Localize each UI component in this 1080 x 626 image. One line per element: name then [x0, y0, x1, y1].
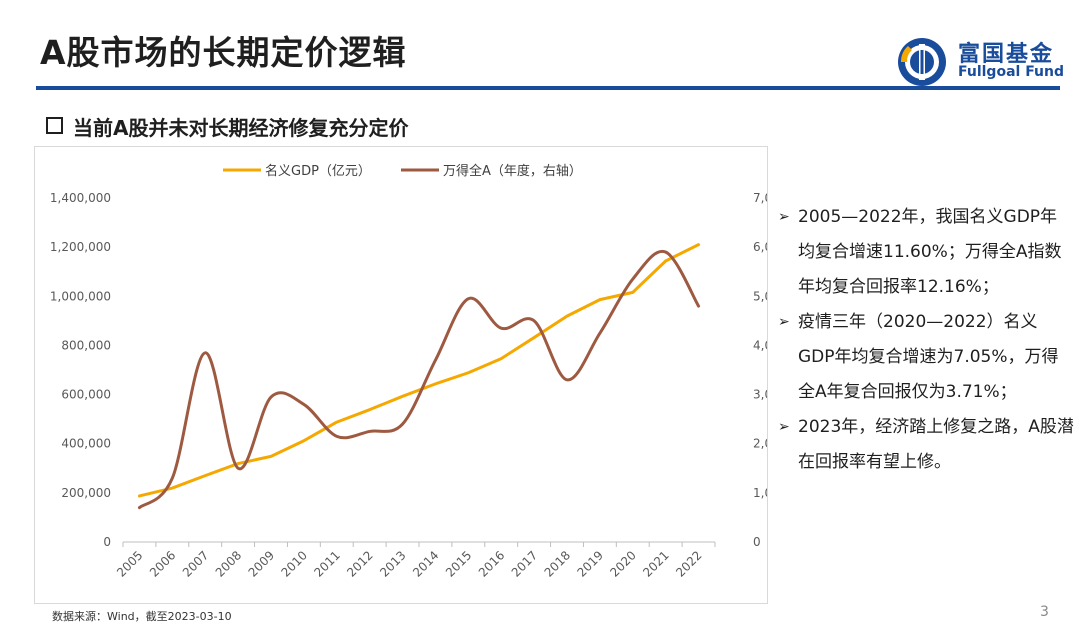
- legend-gdp-label: 名义GDP（亿元）: [265, 163, 371, 179]
- y-right-tick-label: 7,000: [753, 191, 767, 205]
- bullet-text: 2005—2022年，我国名义GDP年均复合增速11.60%；万得全A指数年均复…: [798, 207, 1062, 297]
- y-left-tick-label: 600,000: [61, 388, 111, 402]
- y-left-tick-label: 1,000,000: [50, 289, 111, 303]
- x-tick-label: 2009: [246, 548, 277, 579]
- fullgoal-logo-icon: [898, 38, 946, 86]
- y-left-tick-label: 400,000: [61, 437, 111, 451]
- x-tick-label: 2020: [607, 548, 638, 579]
- arrow-bullet-icon: ➢: [778, 314, 790, 330]
- page-title: A股市场的长期定价逻辑: [40, 33, 407, 72]
- square-bullet-icon: [46, 117, 63, 134]
- y-right-tick-label: 5,000: [753, 289, 767, 303]
- y-right-tick-label: 2,000: [753, 437, 767, 451]
- x-tick-label: 2006: [147, 548, 178, 579]
- legend-wind-a-label: 万得全A（年度，右轴）: [443, 163, 582, 179]
- arrow-bullet-icon: ➢: [778, 209, 790, 225]
- x-tick-label: 2021: [640, 548, 671, 579]
- x-tick-label: 2011: [311, 548, 342, 579]
- x-tick-label: 2017: [509, 548, 540, 579]
- y-left-tick-label: 0: [103, 535, 111, 549]
- x-tick-label: 2015: [443, 548, 474, 579]
- x-tick-label: 2005: [114, 548, 145, 579]
- x-tick-label: 2013: [377, 548, 408, 579]
- y-right-tick-label: 4,000: [753, 338, 767, 352]
- x-tick-label: 2010: [279, 548, 310, 579]
- y-left-tick-label: 1,200,000: [50, 240, 111, 254]
- x-tick-label: 2016: [476, 548, 507, 579]
- x-tick-label: 2007: [180, 548, 211, 579]
- x-tick-label: 2019: [575, 548, 606, 579]
- bullet-item: ➢ 2005—2022年，我国名义GDP年均复合增速11.60%；万得全A指数年均…: [778, 200, 1074, 305]
- section-subtitle: 当前A股并未对长期经济修复充分定价: [46, 112, 408, 141]
- y-right-tick-label: 1,000: [753, 486, 767, 500]
- y-right-tick-label: 3,000: [753, 388, 767, 402]
- y-right-tick-label: 6,000: [753, 240, 767, 254]
- page-number: 3: [1040, 604, 1049, 620]
- gdp-series-line: [137, 243, 701, 498]
- chart-frame: 2005 2006 2007 2008 2009 2010 2011 2012 2013 2014…: [34, 146, 787, 604]
- bullet-text: 疫情三年（2020—2022）名义GDP年均复合增速为7.05%，万得全A年复合…: [798, 312, 1059, 402]
- data-source-note: 数据来源：Wind，截至2023-03-10: [52, 610, 232, 623]
- bullet-list: ➢ 2005—2022年，我国名义GDP年均复合增速11.60%；万得全A指数年均…: [778, 200, 1074, 480]
- logo-text-cn: 富国基金: [958, 42, 1055, 67]
- y-right-tick-label: 0: [753, 535, 761, 549]
- arrow-bullet-icon: ➢: [778, 419, 790, 435]
- y-left-tick-label: 200,000: [61, 486, 111, 500]
- y-left-tick-label: 800,000: [61, 338, 111, 352]
- bullet-item: ➢ 疫情三年（2020—2022）名义GDP年均复合增速为7.05%，万得全A年复…: [778, 305, 1074, 410]
- y-left-tick-label: 1,400,000: [50, 191, 111, 205]
- title-divider: [36, 86, 1060, 90]
- subtitle-text: 当前A股并未对长期经济修复充分定价: [73, 116, 409, 140]
- bullet-item: ➢ 2023年，经济踏上修复之路，A股潜在回报率有望上修。: [778, 410, 1074, 480]
- bullet-text: 2023年，经济踏上修复之路，A股潜在回报率有望上修。: [798, 417, 1074, 472]
- gdp-vs-wind-a-chart: 2005 2006 2007 2008 2009 2010 2011 2012 2013 2014…: [50, 163, 787, 580]
- wind-a-series-line: [137, 249, 701, 510]
- x-tick-label: 2014: [410, 548, 441, 579]
- x-tick-label: 2008: [213, 548, 244, 579]
- logo-text-en: Fullgoal Fund: [958, 64, 1065, 80]
- x-tick-label: 2022: [673, 548, 704, 579]
- x-tick-label: 2012: [344, 548, 375, 579]
- x-tick-label: 2018: [542, 548, 573, 579]
